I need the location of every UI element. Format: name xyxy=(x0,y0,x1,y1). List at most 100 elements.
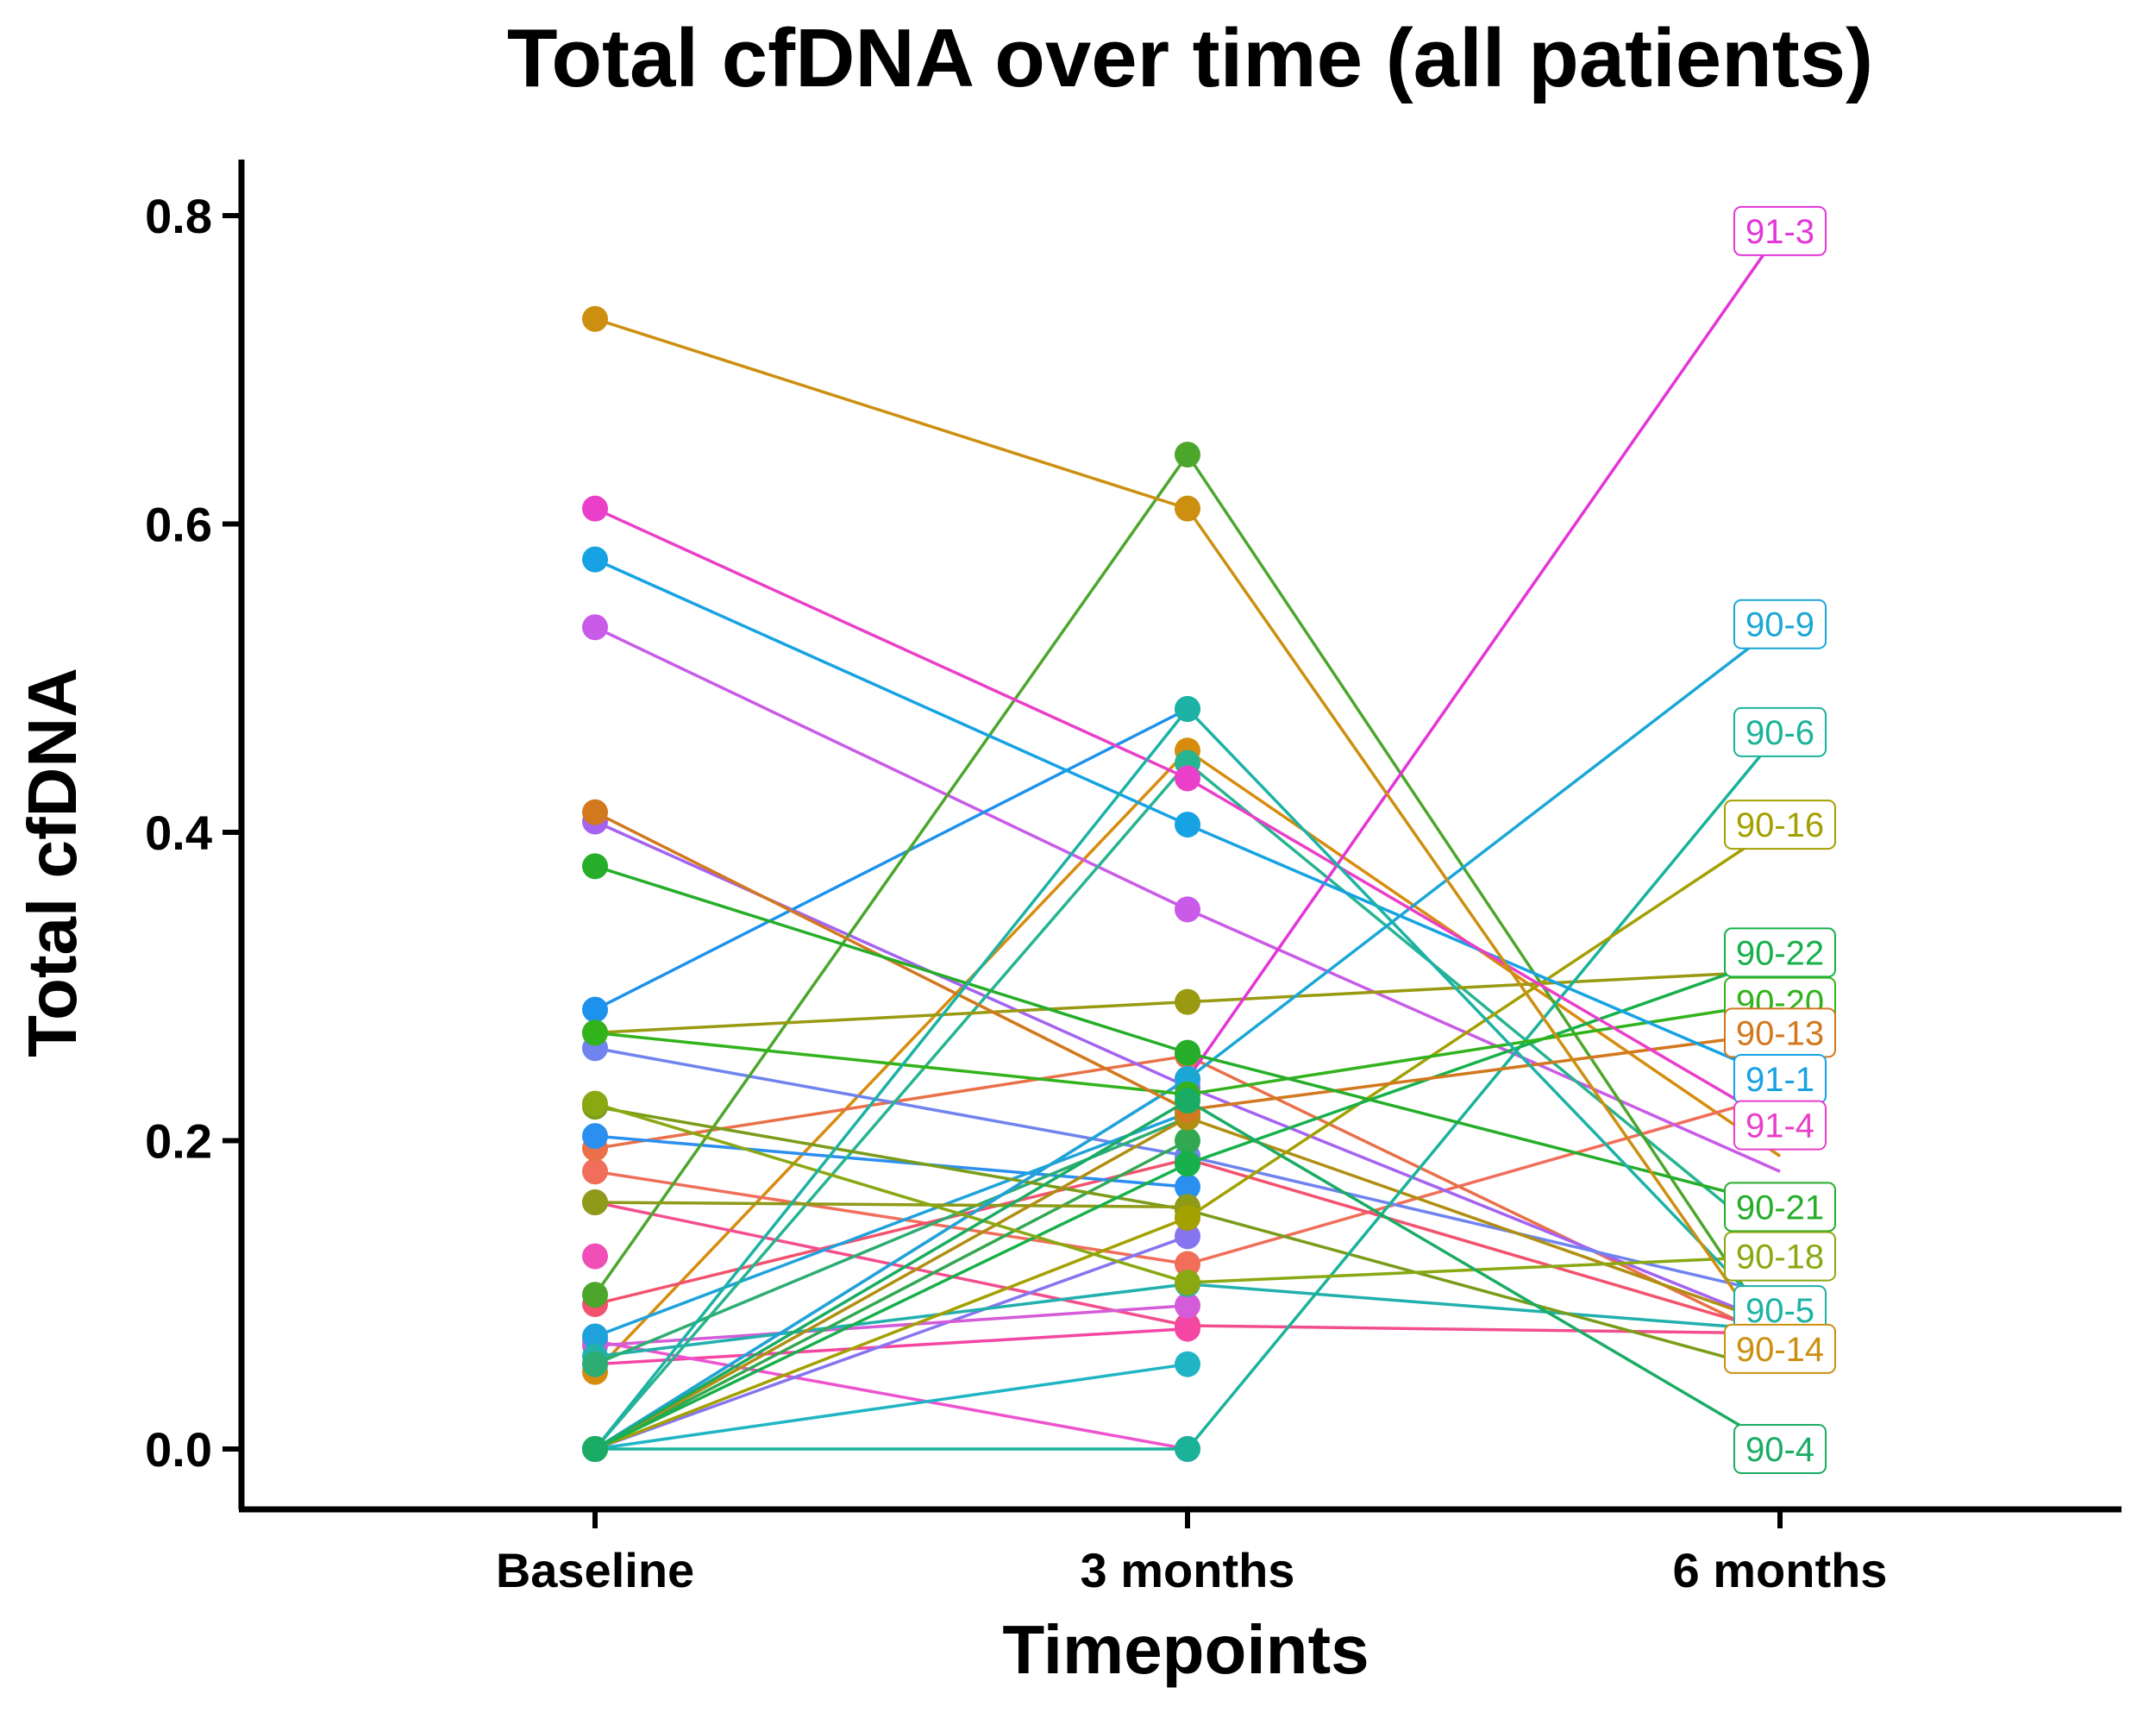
series-line-segment xyxy=(594,1099,1188,1451)
y-tick-label: 0.0 xyxy=(145,1422,212,1477)
data-point xyxy=(582,1019,608,1046)
series-line-segment xyxy=(594,819,1188,1088)
series-90-5 xyxy=(582,696,1782,1462)
series-line-segment xyxy=(594,1031,1188,1096)
end-label-90-14: 90-14 xyxy=(1724,1323,1836,1374)
series-line-segment xyxy=(1187,1157,1781,1335)
end-label-text: 90-9 xyxy=(1745,606,1814,644)
end-labels-layer: 91-390-990-690-1690-2290-2090-1391-191-4… xyxy=(1724,205,1836,1474)
series-line-segment xyxy=(593,762,1189,1451)
data-point xyxy=(582,546,608,573)
chart-title: Total cfDNA over time (all patients) xyxy=(507,12,1873,104)
data-point xyxy=(1175,1351,1200,1377)
series-line-segment xyxy=(1186,507,1782,1358)
series-line-segment xyxy=(594,1157,1188,1306)
series-line-segment xyxy=(594,864,1188,1055)
data-point xyxy=(1175,696,1200,722)
end-label-90-16: 90-16 xyxy=(1724,800,1836,850)
series-line-segment xyxy=(1187,1282,1781,1333)
series-line-segment xyxy=(1186,454,1782,1342)
end-label-text: 90-4 xyxy=(1745,1431,1814,1469)
data-point xyxy=(1175,896,1200,923)
data-point xyxy=(582,1123,608,1150)
end-label-90-21: 90-21 xyxy=(1724,1182,1836,1233)
y-tick-label: 0.8 xyxy=(145,189,212,243)
data-point xyxy=(582,1158,608,1185)
series-line-segment xyxy=(594,1134,1188,1189)
data-point xyxy=(1175,1127,1200,1154)
series-line-segment xyxy=(594,1362,1188,1451)
end-label-90-13: 90-13 xyxy=(1724,1007,1836,1058)
x-tick-label: Baseline xyxy=(496,1543,694,1597)
y-tick-label: 0.2 xyxy=(145,1114,212,1169)
end-label-90-22: 90-22 xyxy=(1724,927,1836,978)
series-unlabeled-13 xyxy=(582,1123,1200,1201)
x-axis-title: Timepoints xyxy=(1002,1611,1369,1688)
series-line-segment xyxy=(1187,1054,1781,1343)
data-point xyxy=(1175,812,1200,838)
series-unlabeled-9 xyxy=(582,808,1781,1327)
series-line-segment xyxy=(1187,1116,1781,1327)
series-line-segment xyxy=(594,507,1188,781)
x-tick-label: 6 months xyxy=(1673,1543,1888,1597)
data-point xyxy=(582,853,608,880)
end-label-text: 90-6 xyxy=(1745,714,1814,752)
series-line-segment xyxy=(1187,776,1781,1127)
series-line-segment xyxy=(594,1201,1188,1209)
end-label-91-4: 91-4 xyxy=(1733,1100,1827,1151)
end-label-text: 90-14 xyxy=(1736,1331,1824,1369)
series-line-segment xyxy=(594,1000,1188,1035)
end-label-text: 90-16 xyxy=(1736,806,1824,844)
end-label-text: 91-4 xyxy=(1745,1107,1814,1145)
series-line-segment xyxy=(1186,707,1782,1327)
series-line-segment xyxy=(594,1111,1188,1339)
series-90-4 xyxy=(582,1088,1781,1462)
end-label-text: 90-5 xyxy=(1745,1292,1814,1330)
end-label-91-3: 91-3 xyxy=(1733,205,1827,256)
series-unlabeled-21 xyxy=(582,442,1782,1342)
data-point xyxy=(1175,988,1200,1015)
data-point xyxy=(1175,1436,1200,1462)
end-label-text: 90-18 xyxy=(1736,1239,1824,1276)
series-line-segment xyxy=(1187,1208,1781,1374)
data-point xyxy=(1175,495,1200,522)
series-91-4 xyxy=(582,495,1781,1127)
series-90-18 xyxy=(582,1090,1781,1295)
data-point xyxy=(582,1189,608,1215)
series-line-segment xyxy=(1187,1031,1781,1112)
end-label-90-5: 90-5 xyxy=(1733,1285,1827,1336)
end-label-box xyxy=(1733,1424,1827,1474)
data-point xyxy=(1175,1223,1200,1250)
series-90-14 xyxy=(582,305,1782,1358)
series-line-segment xyxy=(593,707,1189,1451)
x-tick-label: 3 months xyxy=(1081,1543,1295,1597)
series-line-segment xyxy=(593,750,1189,1373)
series-line-segment xyxy=(594,1339,1188,1451)
series-line-segment xyxy=(594,1077,1188,1451)
end-label-91-1: 91-1 xyxy=(1733,1054,1827,1104)
series-line-segment xyxy=(1187,1051,1781,1208)
end-label-box xyxy=(1724,927,1836,978)
end-label-box xyxy=(1724,1182,1836,1233)
series-line-segment xyxy=(594,317,1188,511)
end-label-90-6: 90-6 xyxy=(1733,706,1827,757)
end-label-box xyxy=(1733,205,1827,256)
series-line-segment xyxy=(594,1116,1188,1451)
series-90-21 xyxy=(582,853,1781,1208)
series-line-segment xyxy=(1186,623,1782,1081)
end-label-box xyxy=(1724,1323,1836,1374)
series-layer xyxy=(582,229,1782,1462)
series-line-segment xyxy=(1187,1254,1781,1284)
data-point xyxy=(582,305,608,332)
series-line-segment xyxy=(1187,969,1781,1004)
series-line-segment xyxy=(1187,1093,1781,1266)
data-point xyxy=(1175,1292,1200,1319)
series-line-segment xyxy=(1187,1085,1781,1327)
data-point xyxy=(1175,1204,1200,1231)
series-line-segment xyxy=(1186,762,1782,1250)
data-point xyxy=(582,495,608,522)
end-label-text: 91-1 xyxy=(1745,1061,1814,1099)
data-point xyxy=(1175,1174,1200,1201)
axes: 0.0 0.2 0.4 0.6 0.8 Baseline 3 months 6 months xyxy=(145,160,2122,1597)
